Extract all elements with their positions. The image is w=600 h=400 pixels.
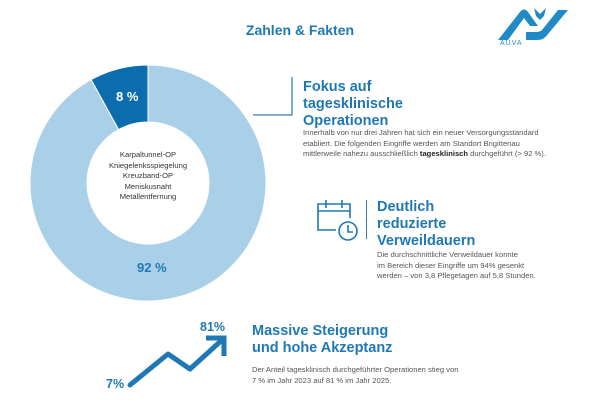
label-8-percent: 8 % (116, 89, 139, 104)
body-line: Der Anteil tagesklinisch durchgeführter … (252, 365, 459, 374)
section1-heading: Fokus auf tagesklinische Operationen (303, 79, 403, 130)
donut-chart (29, 64, 267, 302)
page-title: Zahlen & Fakten (245, 22, 355, 38)
heading-line: Operationen (303, 113, 389, 129)
trend-up-arrow-icon (127, 335, 227, 388)
section2-heading: Deutlich reduzierte Verweildauern (377, 199, 475, 250)
procedure-item: Kreuzband-OP (122, 171, 174, 181)
section2-divider (366, 200, 368, 239)
donut-slice-tagesklinisch (29, 64, 267, 302)
body-text: durchgeführt (> 92 %). (468, 149, 546, 158)
section1-body: Innerhalb von nur drei Jahren hat sich e… (303, 128, 553, 160)
calendar-clock-icon (317, 200, 358, 241)
body-line: 7 % im Jahr 2023 auf 81 % im Jahr 2025. (252, 375, 392, 385)
donut-center-list: Karpaltunnel-OP Kniegelenksspiegelung Kr… (87, 150, 209, 203)
heading-line: und hohe Akzeptanz (252, 340, 393, 356)
svg-text:AUVA: AUVA (500, 40, 523, 46)
heading-line: tagesklinische (303, 96, 403, 112)
heading-line: Massive Steigerung (252, 323, 389, 339)
body-line: werden – von 3,8 Pflegetagen auf 5,8 Stu… (377, 271, 536, 280)
donut-slice-andere (90, 64, 149, 131)
body-line: Die durchschnittliche Verweildauer konnt… (377, 250, 518, 259)
heading-line: Deutlich (377, 199, 435, 215)
body-text: Innerhalb von nur drei Jahren hat sich e… (303, 128, 539, 158)
label-92-percent: 92 % (137, 260, 167, 275)
section3-body: Der Anteil tagesklinisch durchgeführter … (252, 365, 458, 386)
start-value-label: 7% (106, 377, 125, 391)
section3-heading: Massive Steigerung und hohe Akzeptanz (252, 323, 392, 357)
body-bold: tagesklinisch (419, 149, 469, 158)
heading-line: Verweildauern (377, 233, 476, 249)
heading-line: reduzierte (377, 216, 447, 232)
heading-line: Fokus auf (303, 79, 372, 95)
section2-body: Die durchschnittliche Verweildauer konnt… (377, 250, 536, 282)
procedure-item: Meniskusnaht (124, 181, 172, 191)
end-value-label: 81% (200, 320, 226, 334)
procedure-item: Metallentfernung (119, 192, 177, 202)
auva-logo: AUVA (498, 8, 568, 46)
body-line: im Bereich dieser Eingriffe um 94% gesen… (377, 260, 525, 270)
procedure-item: Kniegelenksspiegelung (108, 160, 188, 170)
procedure-item: Karpaltunnel-OP (119, 150, 177, 159)
connector-line (253, 77, 293, 116)
